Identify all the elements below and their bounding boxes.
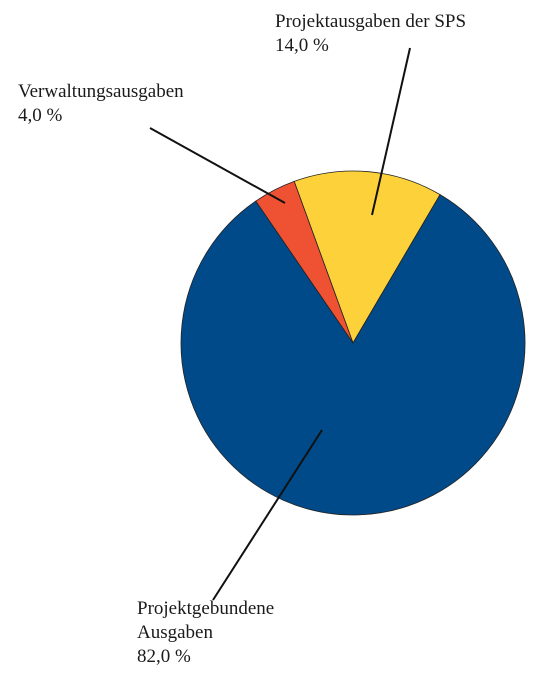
slice-label: Projektgebundene Ausgaben 82,0 %	[137, 597, 277, 669]
category-label: Verwaltungsausgaben	[18, 81, 184, 102]
pie-slice	[255, 180, 354, 344]
slice-label: Projektausgaben der SPS 14,0 %	[275, 10, 554, 58]
value-label: 82,0 %	[137, 646, 191, 667]
slice-label: Verwaltungsausgaben 4,0 %	[18, 80, 278, 128]
leader-line	[212, 429, 323, 601]
pie-slice	[293, 170, 441, 344]
category-label: Projektausgaben der SPS	[275, 11, 467, 32]
leader-line	[371, 47, 411, 216]
leader-line	[149, 127, 286, 204]
value-label: 14,0 %	[275, 35, 329, 56]
category-label: Projektgebundene Ausgaben	[137, 598, 275, 643]
pie-slice	[180, 194, 526, 516]
value-label: 4,0 %	[18, 105, 63, 126]
